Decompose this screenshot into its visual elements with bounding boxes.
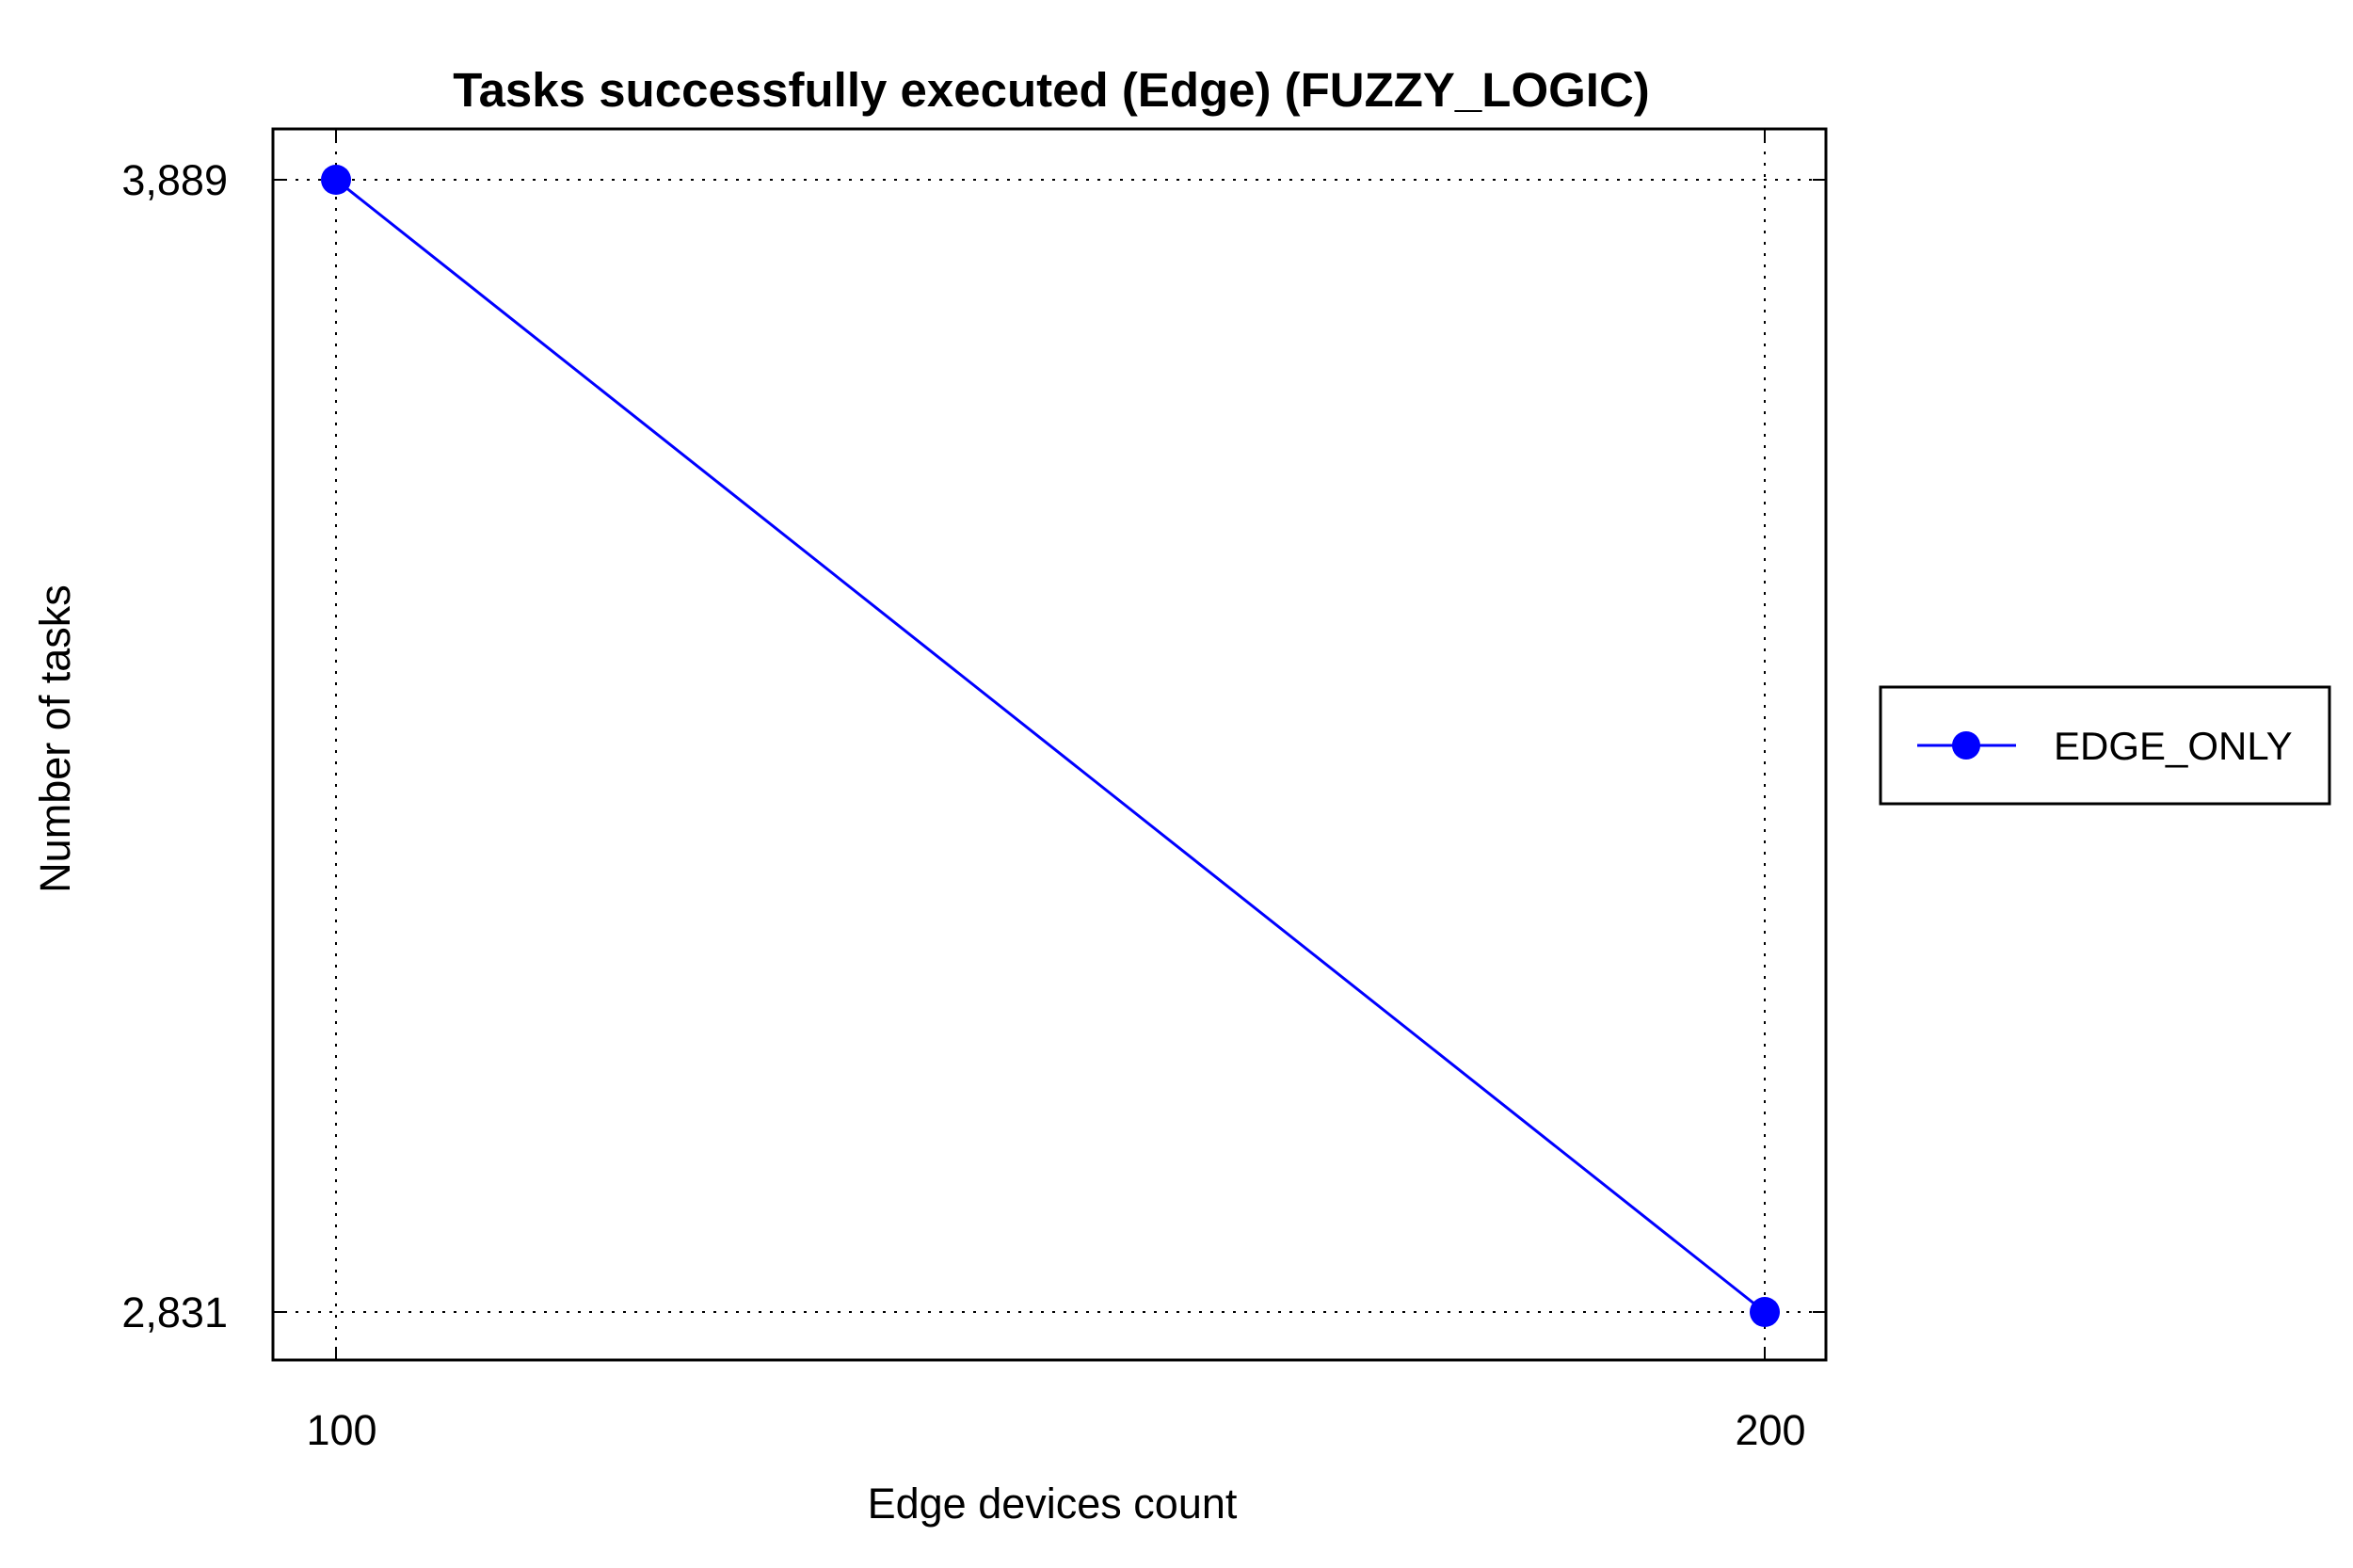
- y-axis-label: Number of tasks: [31, 584, 79, 893]
- grid: [273, 129, 1826, 1360]
- y-tick-label: 3,889: [121, 156, 228, 204]
- legend: EDGE_ONLY: [1879, 685, 2331, 806]
- series-line-edge-only: [335, 178, 1766, 1314]
- data-point: [321, 165, 351, 195]
- legend-label-edge-only: EDGE_ONLY: [2054, 724, 2293, 768]
- chart-title: Tasks successfully executed (Edge) (FUZZ…: [453, 63, 1650, 117]
- legend-point-marker: [1952, 731, 1980, 760]
- axis-ticks: 100 200 3,889 2,831: [121, 129, 1826, 1454]
- x-tick-label: 100: [306, 1406, 376, 1454]
- plot-area: [271, 127, 1828, 1362]
- y-tick-label: 2,831: [121, 1288, 228, 1336]
- series-layer: [321, 165, 1780, 1327]
- legend-box: [1879, 685, 2331, 806]
- data-point: [1750, 1297, 1780, 1327]
- x-axis-label: Edge devices count: [868, 1480, 1238, 1528]
- x-tick-label: 200: [1735, 1406, 1805, 1454]
